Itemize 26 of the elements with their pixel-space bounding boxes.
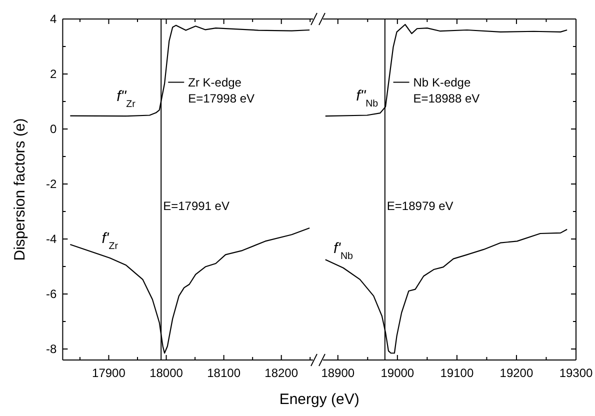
x-tick-label: 18200 (264, 366, 298, 380)
y-tick-label: -6 (46, 287, 58, 301)
y-tick-label: -8 (46, 342, 58, 356)
y-tick-label: 0 (50, 122, 58, 136)
y-tick-label: 2 (50, 67, 58, 81)
series-label: f"$_{Zr}$ (116, 88, 136, 110)
annotation: Zr K-edge E=17998 eV (188, 75, 255, 106)
annotation: Nb K-edge E=18988 eV (413, 75, 480, 106)
series-label: f"$_{Nb}$ (356, 87, 379, 109)
x-tick-label: 19200 (500, 366, 534, 380)
x-tick-label: 19000 (380, 366, 414, 380)
x-tick-label: 19300 (559, 366, 594, 380)
x-tick-label: 18900 (321, 366, 355, 380)
x-tick-label: 18100 (207, 366, 241, 380)
x-axis-title: Energy (eV) (279, 391, 360, 408)
y-tick-label: -2 (46, 177, 58, 191)
series-label: f'$_{Zr}$ (102, 230, 119, 252)
x-tick-label: 18000 (150, 366, 184, 380)
x-tick-label: 17900 (92, 366, 126, 380)
series-label: f'$_{Nb}$ (333, 240, 354, 262)
x-tick-label: 19100 (440, 366, 474, 380)
y-tick-label: -4 (46, 232, 58, 246)
y-tick-label: 4 (50, 12, 58, 26)
ref-line-label: E=17991 eV (163, 198, 230, 213)
ref-line-label: E=18979 eV (386, 198, 454, 213)
y-axis-title: Dispersion factors (e) (12, 118, 29, 261)
